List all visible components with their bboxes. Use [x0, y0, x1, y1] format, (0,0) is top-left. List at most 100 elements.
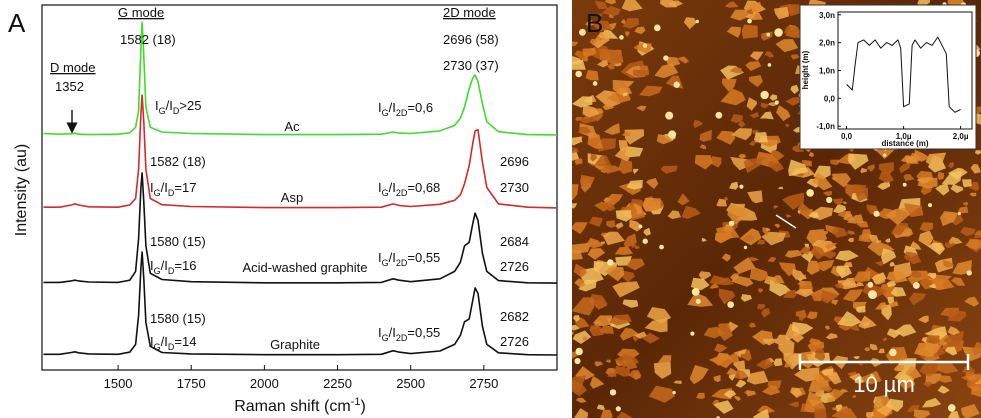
annotation-part: G [154, 188, 161, 198]
annotation: IG/I2D=0,68 [378, 180, 440, 198]
particle [575, 348, 582, 355]
annotation-part: 1580 (15) [150, 311, 206, 326]
annotation: 1352 [55, 79, 84, 94]
particle [766, 33, 770, 37]
particle [913, 282, 920, 289]
panel-label: B [586, 8, 603, 38]
annotation-part: 2D mode [443, 5, 496, 20]
x-tick-label: 1500 [104, 376, 133, 391]
annotation-part: D mode [50, 60, 96, 75]
annotation-part: G [382, 108, 389, 118]
annotation-part: /I [389, 100, 396, 115]
particle [768, 63, 772, 67]
annotation: 2D mode [443, 5, 496, 20]
annotation: IG/I2D=0,6 [378, 100, 433, 118]
annotation-part: 1352 [55, 79, 84, 94]
figure: A B 10 µm 150017502000225025002750Raman … [0, 0, 981, 418]
annotation-part: 1580 (15) [150, 234, 206, 249]
flake [643, 198, 662, 212]
particle [643, 43, 647, 47]
annotation-part: =0,68 [407, 180, 440, 195]
annotation-part: 2D [396, 258, 408, 268]
x-tick-label: 2,0µ [953, 132, 969, 141]
annotation: G mode [118, 5, 164, 20]
y-tick-label: 1,0n [819, 67, 835, 76]
annotation: 1582 (18) [120, 32, 176, 47]
flake [560, 250, 583, 260]
annotation-part: 2D [396, 188, 408, 198]
particle [747, 19, 752, 24]
annotation: 2730 (37) [443, 58, 499, 73]
annotation-part: 2726 [500, 259, 529, 274]
particle [575, 71, 582, 78]
annotation-part: 2696 [500, 154, 529, 169]
annotation-part: /I [389, 250, 396, 265]
particle [663, 55, 668, 60]
particle [619, 35, 624, 40]
particle [883, 154, 886, 157]
y-tick-label: 3,0n [819, 11, 835, 20]
annotation-part: /I [389, 180, 396, 195]
particle [760, 91, 768, 99]
annotation-part: =16 [174, 258, 196, 273]
particle [579, 29, 586, 36]
particle [867, 282, 873, 288]
x-axis-label-part: -1 [351, 396, 361, 408]
annotation-part: 2D [396, 108, 408, 118]
panel-label: A [8, 8, 26, 38]
x-axis-label: Raman shift (cm-1) [234, 396, 366, 415]
particle [672, 391, 675, 394]
annotation: 2696 [500, 154, 529, 169]
annotation-part: 2730 (37) [443, 58, 499, 73]
annotation: 2682 [500, 309, 529, 324]
annotation-part: G [382, 188, 389, 198]
annotation-part: 2D [396, 333, 408, 343]
annotation-part: G mode [118, 5, 164, 20]
x-tick-label: 1750 [177, 376, 206, 391]
y-tick-label: -1,0n [816, 122, 835, 131]
particle [607, 259, 613, 265]
particle [692, 288, 700, 296]
y-tick-label: 2,0n [819, 39, 835, 48]
annotation: 2730 [500, 180, 529, 195]
particle [774, 28, 783, 37]
annotation-part: =0,55 [407, 250, 440, 265]
annotation-part: /I [161, 180, 168, 195]
annotation: 1580 (15) [150, 234, 206, 249]
scale-bar-label: 10 µm [853, 372, 915, 397]
annotation-part: /I [161, 334, 168, 349]
particle [715, 112, 722, 119]
inset-x-label: distance (m) [881, 139, 928, 148]
particle [674, 82, 680, 88]
annotation-part: =17 [174, 180, 196, 195]
annotation: 1582 (18) [150, 154, 206, 169]
x-tick-label: 2750 [469, 376, 498, 391]
annotation-part: 2730 [500, 180, 529, 195]
particle [889, 349, 896, 356]
x-tick-label: 2000 [250, 376, 279, 391]
y-axis-label: Intensity (au) [13, 144, 30, 236]
flake [962, 179, 972, 187]
annotation-part: 2696 (58) [443, 32, 499, 47]
flake [567, 60, 586, 70]
annotation: 1580 (15) [150, 311, 206, 326]
annotation: 2696 (58) [443, 32, 499, 47]
particle [616, 406, 621, 411]
particle [903, 183, 907, 187]
annotation: 2684 [500, 234, 529, 249]
x-tick-label: 2500 [396, 376, 425, 391]
inset-y-label: height (m) [801, 50, 810, 89]
series-label: Acid-washed graphite [242, 260, 367, 275]
x-tick-label: 0,0 [841, 132, 853, 141]
particle [873, 211, 879, 217]
annotation-part: =0,6 [407, 100, 433, 115]
y-tick-label: 0,0 [824, 94, 836, 103]
annotation-part: /I [166, 98, 173, 113]
particle [775, 100, 779, 104]
annotation-part: G [154, 266, 161, 276]
annotation: IG/ID=17 [150, 180, 196, 198]
annotation-part: /I [161, 258, 168, 273]
annotation: 2726 [500, 334, 529, 349]
annotation: IG/ID=16 [150, 258, 196, 276]
particle [643, 239, 648, 244]
